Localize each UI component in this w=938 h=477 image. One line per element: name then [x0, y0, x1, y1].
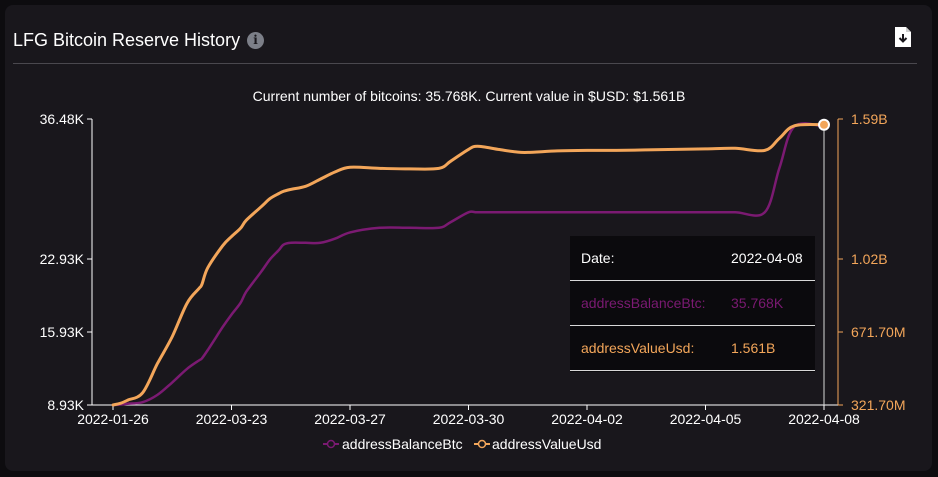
tooltip-date-value: 2022-04-08 [731, 250, 803, 266]
y-right-tick-label: 1.59B [851, 111, 888, 127]
header-divider [13, 63, 917, 64]
tooltip-date-label: Date: [581, 250, 615, 266]
series-line-addressBalanceBtc [111, 122, 826, 407]
y-right-tick-label: 1.02B [851, 251, 888, 267]
series-line-addressValueUsd [111, 122, 826, 407]
x-tick-label: 2022-03-27 [314, 411, 386, 427]
tooltip-btc-value: 35.768K [731, 295, 784, 311]
y-left-tick-label: 15.93K [40, 324, 85, 340]
legend-marker-addressValueUsd [477, 439, 487, 449]
x-tick-label: 2022-04-08 [788, 411, 860, 427]
y-left-tick-label: 22.93K [40, 251, 85, 267]
y-right-tick-label: 321.70M [851, 397, 905, 413]
y-right-tick-label: 671.70M [851, 324, 905, 340]
tooltip-row-btc: addressBalanceBtc: 35.768K [570, 281, 815, 326]
legend-label-addressValueUsd: addressValueUsd [492, 436, 601, 452]
tooltip-btc-label: addressBalanceBtc: [581, 295, 706, 311]
card-header: LFG Bitcoin Reserve History i [13, 27, 265, 53]
tooltip-usd-label: addressValueUsd: [581, 340, 695, 356]
info-icon[interactable]: i [247, 31, 265, 49]
x-tick-label: 2022-04-02 [551, 411, 623, 427]
chart-tooltip: Date: 2022-04-08 addressBalanceBtc: 35.7… [570, 236, 815, 372]
y-left-tick-label: 8.93K [47, 397, 84, 413]
legend-label-addressBalanceBtc: addressBalanceBtc [342, 436, 463, 452]
tooltip-row-date: Date: 2022-04-08 [570, 236, 815, 281]
y-left-tick-label: 36.48K [40, 111, 85, 127]
x-tick-label: 2022-03-30 [433, 411, 505, 427]
tooltip-usd-value: 1.561B [731, 340, 776, 356]
legend-marker-addressBalanceBtc [326, 439, 336, 449]
chart-title: LFG Bitcoin Reserve History [13, 29, 241, 50]
download-file-icon[interactable] [895, 27, 911, 47]
x-tick-label: 2022-01-26 [77, 411, 149, 427]
chart-subtitle: Current number of bitcoins: 35.768K. Cur… [253, 88, 686, 104]
x-tick-label: 2022-03-23 [196, 411, 268, 427]
hover-marker-addressValueUsd [818, 118, 830, 131]
x-tick-label: 2022-04-05 [670, 411, 742, 427]
tooltip-row-usd: addressValueUsd: 1.561B [570, 326, 815, 371]
